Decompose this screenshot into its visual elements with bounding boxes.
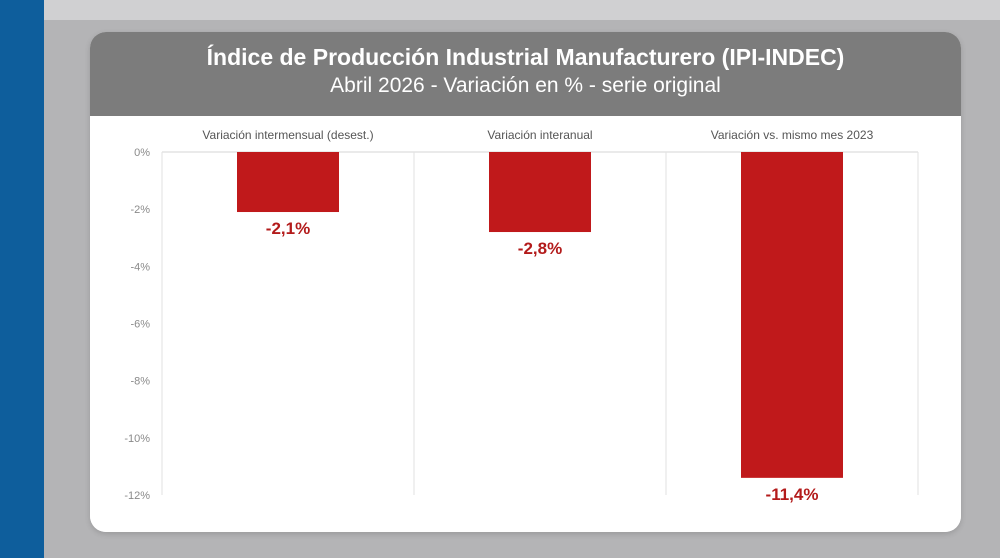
left-accent-band — [0, 0, 44, 558]
y-tick-label: 0% — [134, 147, 150, 159]
y-tick-label: -2% — [130, 204, 150, 216]
top-band — [44, 0, 1000, 20]
bar — [237, 152, 339, 213]
chart-title: Índice de Producción Industrial Manufact… — [206, 44, 845, 70]
bar — [489, 152, 591, 233]
data-label: -2,8% — [518, 239, 562, 258]
category-label: Variación interanual — [487, 128, 592, 142]
category-label: Variación intermensual (desest.) — [202, 128, 373, 142]
chart-subtitle: Abril 2026 - Variación en % - serie orig… — [330, 74, 721, 97]
data-label: -2,1% — [266, 219, 310, 238]
y-tick-label: -4% — [130, 261, 150, 273]
y-tick-label: -6% — [130, 319, 150, 331]
y-tick-label: -12% — [124, 490, 150, 502]
bar — [741, 152, 843, 478]
data-label: -11,4% — [766, 485, 819, 504]
y-tick-label: -8% — [130, 376, 150, 388]
y-tick-label: -10% — [124, 433, 150, 445]
category-label: Variación vs. mismo mes 2023 — [711, 128, 874, 142]
chart-header: Índice de Producción Industrial Manufact… — [90, 32, 961, 116]
